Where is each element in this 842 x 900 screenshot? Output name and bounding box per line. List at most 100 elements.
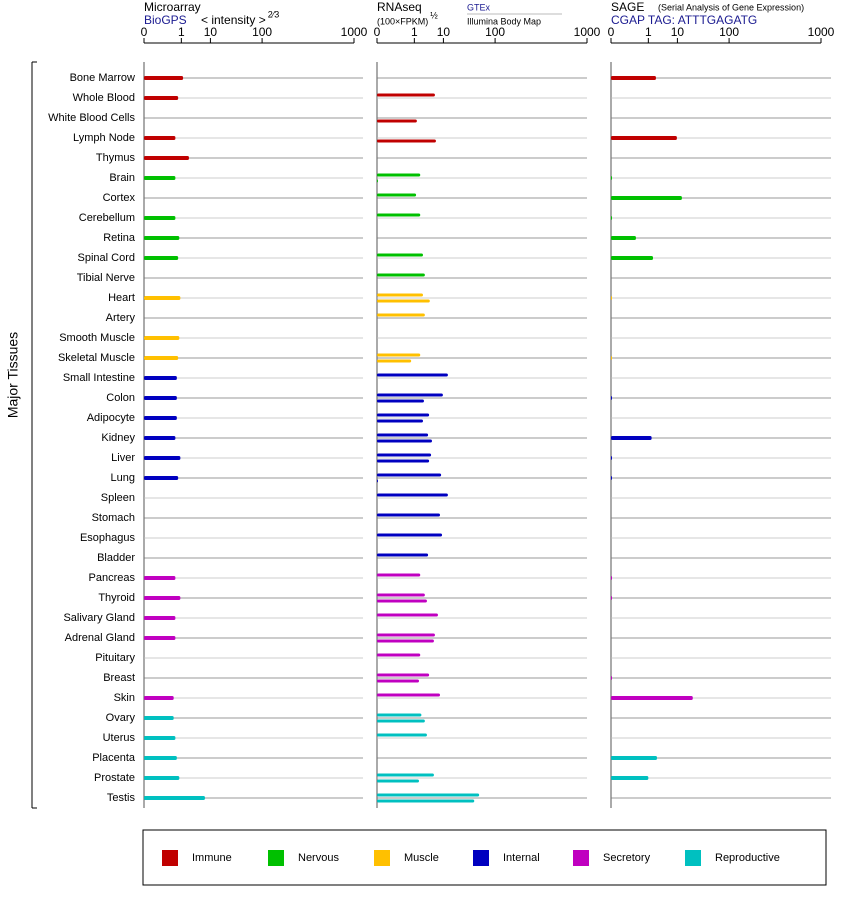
bar xyxy=(377,633,435,637)
category-label: Spleen xyxy=(101,492,135,504)
bar xyxy=(377,253,423,257)
bar xyxy=(144,436,176,440)
bar xyxy=(611,436,652,440)
category-label: Stomach xyxy=(92,512,135,524)
category-label: Cortex xyxy=(103,192,136,204)
legend-swatch xyxy=(685,850,701,866)
bar xyxy=(377,639,434,643)
bar xyxy=(144,376,177,380)
bar xyxy=(611,236,636,240)
bar xyxy=(144,156,189,160)
bar xyxy=(611,696,693,700)
y-axis-label: Major Tissues xyxy=(5,332,21,418)
panel-title: SAGE xyxy=(611,0,644,14)
category-label: Prostate xyxy=(94,772,135,784)
category-label: Liver xyxy=(111,452,135,464)
category-label: Adrenal Gland xyxy=(65,632,135,644)
bar xyxy=(377,653,421,657)
x-tick-label: 1000 xyxy=(808,25,835,39)
category-label: Ovary xyxy=(106,712,136,724)
bar xyxy=(611,256,653,260)
category-label: Kidney xyxy=(101,432,135,444)
panel-source: CGAP TAG: ATTTGAGATG xyxy=(611,13,757,27)
bar xyxy=(611,196,682,200)
bar xyxy=(144,576,176,580)
category-label: Heart xyxy=(108,292,135,304)
x-tick-label: 10 xyxy=(437,25,451,39)
category-label: Thymus xyxy=(96,152,136,164)
category-label: Cerebellum xyxy=(79,212,135,224)
category-label: Breast xyxy=(103,672,135,684)
bar xyxy=(611,456,612,460)
legend-label: Muscle xyxy=(404,852,439,864)
bar xyxy=(611,776,649,780)
bar xyxy=(144,236,180,240)
unit-exponent: ½ xyxy=(430,10,438,20)
bar xyxy=(377,179,378,183)
bar xyxy=(144,296,181,300)
category-label: Brain xyxy=(109,172,135,184)
bar xyxy=(144,796,205,800)
category-label: Artery xyxy=(106,312,136,324)
bar xyxy=(377,119,417,123)
unit-label: < intensity > xyxy=(201,13,266,27)
x-tick-label: 0 xyxy=(608,25,615,39)
legend-label: Secretory xyxy=(603,852,651,864)
category-label: Tibial Nerve xyxy=(77,272,135,284)
bar xyxy=(144,216,176,220)
panel-title: Microarray xyxy=(144,0,201,14)
bar xyxy=(377,173,421,177)
bar xyxy=(377,513,440,517)
bar xyxy=(377,493,448,497)
x-tick-label: 0 xyxy=(374,25,381,39)
bar xyxy=(377,479,378,483)
category-label: Pancreas xyxy=(89,572,136,584)
bar xyxy=(611,596,612,600)
bar xyxy=(377,139,436,143)
bar xyxy=(144,76,184,80)
bar xyxy=(377,193,417,197)
bar xyxy=(377,733,427,737)
bar xyxy=(144,616,176,620)
panel-title: RNAseq xyxy=(377,0,422,14)
bar xyxy=(611,676,612,680)
category-label: Placenta xyxy=(92,752,136,764)
bar xyxy=(611,216,612,220)
bar xyxy=(377,553,429,557)
bar xyxy=(144,176,176,180)
bar xyxy=(144,716,174,720)
bar xyxy=(144,96,179,100)
bar xyxy=(377,399,424,403)
category-label: Lymph Node xyxy=(73,132,135,144)
bar xyxy=(377,299,430,303)
legend-swatch xyxy=(268,850,284,866)
bar xyxy=(611,576,612,580)
bar xyxy=(377,353,421,357)
bar xyxy=(144,416,177,420)
x-tick-label: 100 xyxy=(719,25,739,39)
category-label: Lung xyxy=(111,472,135,484)
bar xyxy=(377,373,448,377)
bar xyxy=(377,433,429,437)
bar xyxy=(377,679,419,683)
category-label: Small Intestine xyxy=(63,372,135,384)
bar xyxy=(377,599,427,603)
x-tick-label: 1000 xyxy=(341,25,368,39)
bar xyxy=(377,459,430,463)
legend-swatch xyxy=(573,850,589,866)
legend-swatch xyxy=(374,850,390,866)
bar xyxy=(144,736,176,740)
panel-subtitle: (Serial Analysis of Gene Expression) xyxy=(658,2,804,12)
x-tick-label: 1 xyxy=(645,25,652,39)
category-label: Smooth Muscle xyxy=(59,332,135,344)
unit-exponent: 2⁄3 xyxy=(268,9,280,19)
bar xyxy=(611,176,612,180)
bar xyxy=(377,573,421,577)
bar xyxy=(611,76,656,80)
category-label: Colon xyxy=(106,392,135,404)
bar xyxy=(144,776,180,780)
bar xyxy=(377,93,435,97)
bar xyxy=(377,593,425,597)
bar xyxy=(377,773,434,777)
